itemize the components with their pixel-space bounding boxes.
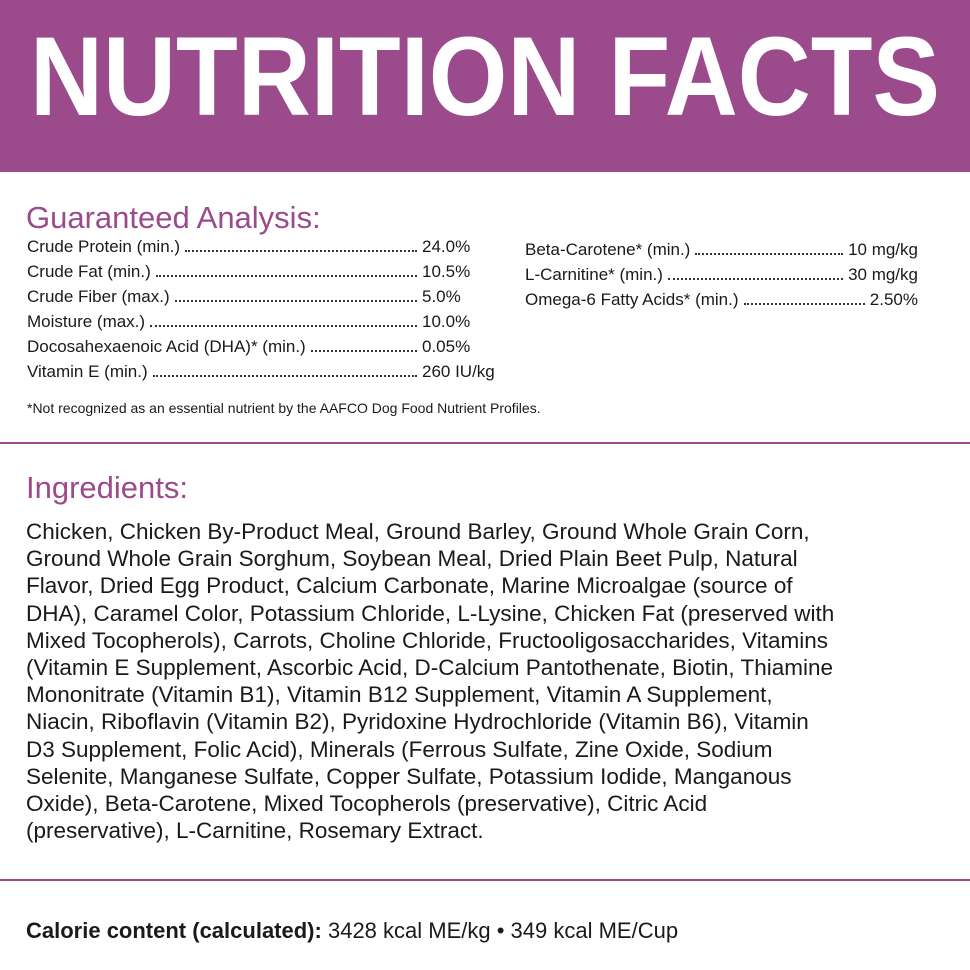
nutrient-value: 10 mg/kg [848,240,918,259]
dot-leader [695,253,844,255]
header-band: NUTRITION FACTS [0,0,970,172]
divider [0,442,970,444]
nutrient-value: 10.0% [422,312,471,331]
nutrient-name: Docosahexaenoic Acid (DHA)* (min.) [27,337,306,356]
nutrient-value: 2.50% [869,290,918,309]
calorie-line: Calorie content (calculated): 3428 kcal … [26,918,678,944]
ingredients-line: Oxide), Beta-Carotene, Mixed Tocopherols… [26,791,708,817]
analysis-row: Omega-6 Fatty Acids* (min.) 2.50% [525,290,918,315]
ingredients-line: (preservative), L-Carnitine, Rosemary Ex… [26,818,484,844]
ingredients-heading: Ingredients: [26,470,188,505]
ingredients-line: DHA), Caramel Color, Potassium Chloride,… [26,600,835,626]
nutrient-value: 0.05% [422,337,471,356]
dot-leader [150,325,417,327]
analysis-right: Beta-Carotene* (min.) 10 mg/kg L-Carnitine… [525,240,918,315]
ingredients-line: Mononitrate (Vitamin B1), Vitamin B12 Su… [26,682,773,708]
nutrient-name: Crude Fiber (max.) [27,287,170,306]
ingredients-line: Chicken, Chicken By-Product Meal, Ground… [26,519,810,544]
analysis-row: Beta-Carotene* (min.) 10 mg/kg [525,240,918,265]
ingredients-line: Ground Whole Grain Sorghum, Soybean Meal… [26,546,798,572]
nutrient-name: Omega-6 Fatty Acids* (min.) [525,290,739,309]
nutrient-name: Beta-Carotene* (min.) [525,240,691,259]
nutrient-value: 10.5% [422,262,471,281]
nutrient-value: 30 mg/kg [848,265,918,284]
nutrient-name: Moisture (max.) [27,312,146,331]
dot-leader [185,250,417,252]
ingredients-line: Selenite, Manganese Sulfate, Copper Sulf… [26,763,792,789]
calorie-value: 3428 kcal ME/kg • 349 kcal ME/Cup [327,918,679,943]
dot-leader [174,300,417,302]
nutrient-name: Crude Fat (min.) [27,262,151,281]
ingredients-line: D3 Supplement, Folic Acid), Minerals (Fe… [26,736,773,762]
nutrient-value: 24.0% [422,237,471,256]
dot-leader [743,303,865,305]
footnote: *Not recognized as an essential nutrient… [27,400,541,416]
dot-leader [152,375,417,377]
analysis-row: Crude Fiber (max.) 5.0% [27,287,514,312]
nutrient-name: L-Carnitine* (min.) [525,265,663,284]
nutrient-value: 260 IU/kg [422,362,495,381]
analysis-row: Vitamin E (min.) 260 IU/kg [27,362,514,387]
nutrient-name: Crude Protein (min.) [27,237,181,256]
divider [0,879,970,881]
analysis-row: Crude Protein (min.) 24.0% [27,237,514,262]
dot-leader [310,350,417,352]
analysis-heading: Guaranteed Analysis: [26,200,321,235]
analysis-row: L-Carnitine* (min.) 30 mg/kg [525,265,918,290]
ingredients-line: (Vitamin E Supplement, Ascorbic Acid, D-… [26,655,834,681]
ingredients-line: Mixed Tocopherols), Carrots, Choline Chl… [26,627,829,653]
dot-leader [667,278,844,280]
ingredients-line: Niacin, Riboflavin (Vitamin B2), Pyridox… [26,709,809,735]
analysis-row: Moisture (max.) 10.0% [27,312,514,337]
title: NUTRITION FACTS [30,14,940,139]
calorie-label: Calorie content (calculated): [26,918,322,943]
analysis-row: Crude Fat (min.) 10.5% [27,262,514,287]
analysis-row: Docosahexaenoic Acid (DHA)* (min.) 0.05% [27,337,514,362]
analysis-left: Crude Protein (min.) 24.0% Crude Fat (min.… [27,237,514,387]
ingredients-text: Chicken, Chicken By-Product Meal, Ground… [26,518,834,844]
nutrient-value: 5.0% [422,287,461,306]
ingredients-line: Flavor, Dried Egg Product, Calcium Carbo… [26,573,793,599]
dot-leader [155,275,417,277]
nutrient-name: Vitamin E (min.) [27,362,148,381]
